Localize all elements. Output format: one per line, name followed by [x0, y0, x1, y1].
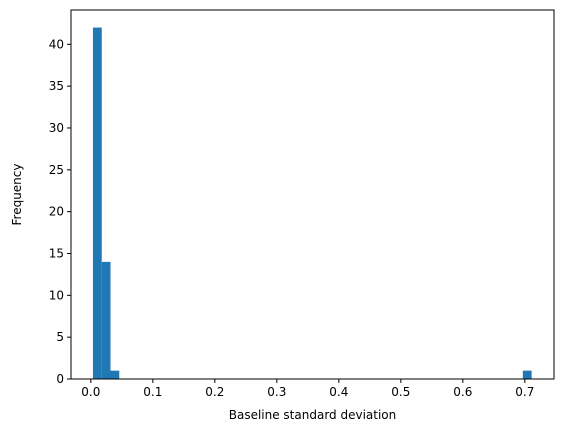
x-tick-label: 0.2 — [205, 385, 224, 399]
y-axis-label: Frequency — [10, 164, 24, 226]
histogram-bar — [522, 370, 532, 379]
x-tick-label: 0.0 — [81, 385, 100, 399]
x-tick-label: 0.3 — [267, 385, 286, 399]
y-tick-label: 15 — [49, 246, 64, 260]
histogram-bar — [92, 27, 102, 379]
y-tick-label: 5 — [56, 330, 64, 344]
y-tick-label: 35 — [49, 79, 64, 93]
x-tick-label: 0.1 — [143, 385, 162, 399]
y-tick-label: 20 — [49, 205, 64, 219]
y-axis-ticks: 0 5 10 15 20 25 30 35 40 — [49, 37, 71, 386]
x-tick-label: 0.5 — [391, 385, 410, 399]
x-axis-ticks: 0.0 0.1 0.2 0.3 0.4 0.5 0.6 0.7 — [81, 379, 534, 399]
y-tick-label: 0 — [56, 372, 64, 386]
y-tick-label: 25 — [49, 163, 64, 177]
y-tick-label: 30 — [49, 121, 64, 135]
plot-area-frame — [70, 9, 555, 380]
x-tick-label: 0.4 — [329, 385, 348, 399]
histogram-bar — [101, 261, 111, 379]
y-tick-label: 10 — [49, 288, 64, 302]
histogram-bar — [110, 370, 120, 379]
y-tick-label: 40 — [49, 37, 64, 51]
x-tick-label: 0.6 — [453, 385, 472, 399]
histogram-bars — [92, 27, 532, 379]
x-axis-label: Baseline standard deviation — [229, 408, 397, 422]
x-tick-label: 0.7 — [515, 385, 534, 399]
